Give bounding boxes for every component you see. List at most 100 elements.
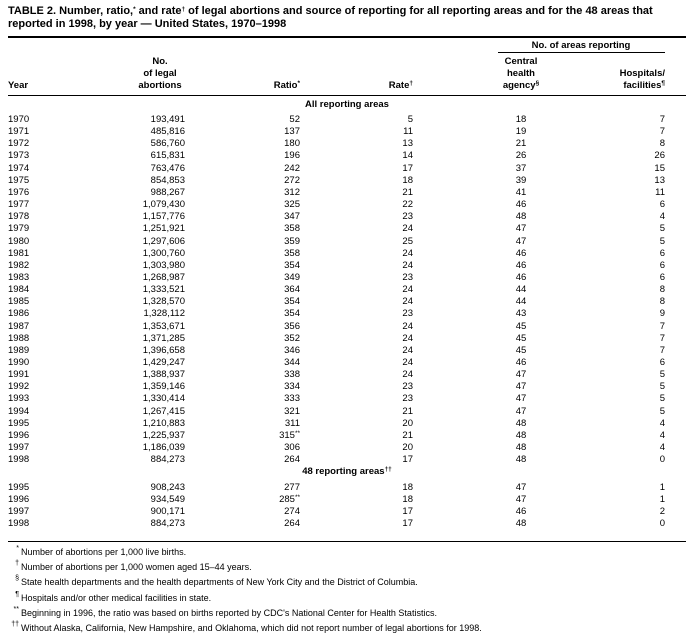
- table-cell: 45: [515, 344, 527, 356]
- table-cell: 47: [515, 381, 527, 393]
- table-cell: 1970: [8, 114, 30, 125]
- table-cell: 1989: [8, 344, 30, 356]
- table-cell: 4: [659, 417, 665, 429]
- column-header: Year: [8, 80, 28, 92]
- table-cell: 7: [659, 332, 665, 344]
- table-cell: 5: [659, 381, 665, 393]
- table-cell: 24: [402, 320, 413, 332]
- header-text: Rate: [388, 80, 410, 91]
- table-cell: 1975: [8, 174, 30, 186]
- header-text: No.: [152, 56, 168, 67]
- column-header: Central: [461, 56, 581, 68]
- table-cell: 5: [659, 393, 665, 405]
- table-cell: 46: [515, 271, 527, 283]
- footnote-mark: †: [181, 6, 186, 13]
- table-cell: 13: [402, 138, 413, 150]
- table-cell: 884,273: [150, 518, 185, 530]
- table-cell: 8: [659, 296, 665, 308]
- table-cell: 359: [284, 235, 300, 247]
- table-cell: 5: [659, 223, 665, 235]
- table-cell: 1979: [8, 223, 30, 235]
- column-header: Hospitals/: [545, 68, 665, 80]
- table-cell: 37: [515, 162, 527, 174]
- table-cell: 1,359,146: [142, 381, 185, 393]
- footnote-text: State health departments and the health …: [21, 577, 418, 588]
- table-cell: 908,243: [150, 482, 185, 493]
- table-cell: 6: [659, 199, 665, 211]
- table-cell: 8: [659, 138, 665, 150]
- table-cell: 1,388,937: [142, 369, 185, 381]
- table-cell: 1,225,937: [142, 429, 185, 441]
- column-header: agency§: [461, 80, 581, 92]
- table-cell: 264: [284, 518, 300, 530]
- table-cell: 0: [659, 454, 665, 466]
- table-cell: 22: [402, 199, 413, 211]
- table-cell: 1,157,776: [142, 211, 185, 223]
- footnote-text: Number of abortions per 1,000 women aged…: [21, 562, 252, 573]
- table-cell: 1,328,570: [142, 296, 185, 308]
- table-cell: 24: [402, 344, 413, 356]
- table-cell: 364: [284, 284, 300, 296]
- table-cell: 1982: [8, 259, 30, 271]
- footnote-mark: **: [294, 494, 300, 502]
- table-cell: 48: [515, 211, 527, 223]
- table-cell: 325: [284, 199, 300, 211]
- table-cell: 18: [402, 482, 413, 493]
- table-cell: 48: [515, 417, 527, 429]
- table-cell: 334: [284, 381, 300, 393]
- table-cell: 47: [515, 369, 527, 381]
- table-cell: 1,210,883: [142, 417, 185, 429]
- table-cell: 23: [402, 381, 413, 393]
- table-cell: 11: [655, 186, 665, 198]
- table-cell: 1997: [8, 442, 30, 454]
- footnote-mark: ††: [384, 466, 392, 473]
- column-header: abortions: [100, 80, 220, 92]
- footnote-mark: *: [133, 6, 136, 13]
- table-cell: 24: [402, 369, 413, 381]
- table-cell: 48: [515, 442, 527, 454]
- table-cell: 1998: [8, 518, 30, 530]
- table-cell: 352: [284, 332, 300, 344]
- table-cell: 44: [515, 284, 527, 296]
- table-cell: 1998: [8, 454, 30, 466]
- table-cell: 1,429,247: [142, 357, 185, 368]
- table-cell: 315**: [180, 430, 300, 442]
- table-cell: 47: [515, 223, 527, 235]
- footnote-text: Without Alaska, California, New Hampshir…: [21, 623, 482, 633]
- table-cell: 48: [515, 518, 527, 530]
- footnote-symbol: §: [15, 575, 19, 583]
- table-cell: 900,171: [150, 506, 185, 518]
- group-header: No. of areas reporting: [531, 40, 631, 51]
- table-cell: 23: [402, 271, 413, 283]
- table-cell: 13: [654, 174, 665, 186]
- table-cell: 46: [515, 357, 527, 368]
- table-cell: 7: [659, 126, 665, 138]
- header-text: Year: [8, 80, 29, 91]
- table-cell: 137: [284, 126, 300, 138]
- table-cell: 1996: [8, 429, 30, 441]
- table-cell: 1,353,671: [142, 320, 185, 332]
- table-cell: 1,333,521: [142, 284, 185, 296]
- table-cell: 24: [402, 247, 413, 259]
- table-cell: 8: [659, 284, 665, 296]
- table-cell: 312: [284, 186, 300, 198]
- table-cell: 274: [284, 506, 300, 518]
- table-cell: 46: [515, 506, 527, 518]
- title-rule: [8, 36, 686, 38]
- table-cell: 24: [402, 357, 413, 368]
- table-cell: 52: [289, 114, 300, 125]
- table-cell: 356: [284, 320, 300, 332]
- bottom-rule: [8, 541, 686, 542]
- text-part: of legal abortions and source of reporti…: [8, 5, 653, 30]
- table-cell: 586,760: [150, 138, 185, 150]
- table-cell: 21: [515, 138, 527, 150]
- table-cell: 7: [659, 114, 665, 125]
- table-cell: 47: [515, 405, 527, 417]
- table-cell: 1986: [8, 308, 30, 320]
- header-text: agency: [502, 80, 536, 91]
- table-cell: 306: [284, 442, 300, 454]
- table-cell: 1,268,987: [142, 271, 185, 283]
- table-cell: 6: [659, 259, 665, 271]
- table-cell: 338: [284, 369, 300, 381]
- table-cell: 180: [284, 138, 300, 150]
